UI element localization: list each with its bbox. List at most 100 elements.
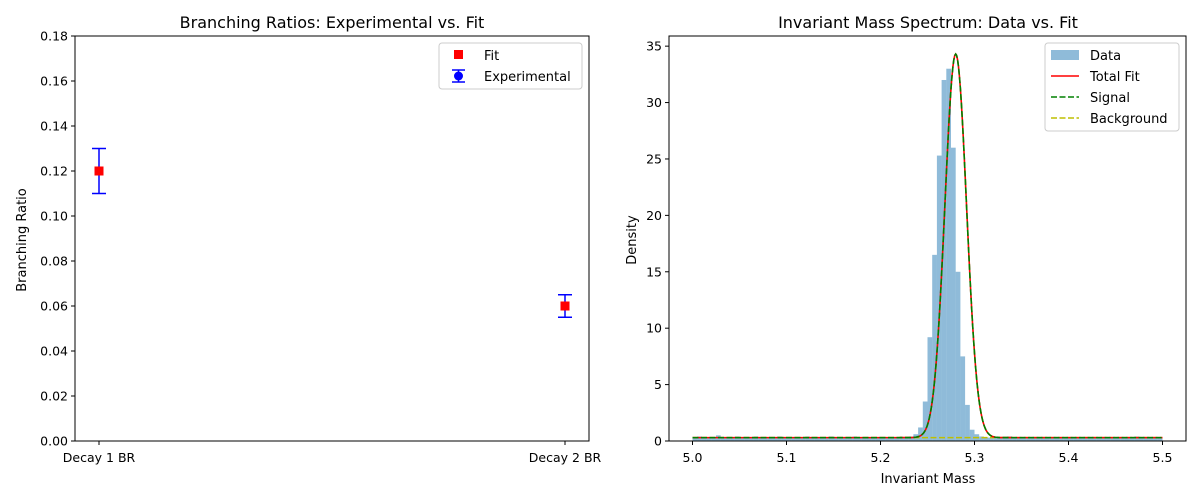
chart2-y-tick-label: 35 [646, 39, 662, 54]
chart1-x-ticks: Decay 1 BR Decay 2 BR [63, 441, 602, 465]
histogram-bar [1124, 437, 1130, 441]
histogram-bar [810, 437, 815, 441]
histogram-bar [763, 437, 768, 441]
chart1-legend: Fit Experimental [438, 42, 583, 90]
histogram-bar [1110, 437, 1116, 441]
histogram-bar [866, 437, 872, 441]
histogram-bar [1139, 437, 1144, 441]
histogram-bar [852, 436, 857, 441]
histogram-bar [1012, 437, 1017, 441]
histogram-bar [692, 437, 698, 441]
chart1-y-tick-label: 0.00 [40, 434, 68, 449]
histogram-bar [800, 437, 806, 441]
histogram-bar [1101, 437, 1107, 441]
legend-experimental-marker [454, 71, 463, 81]
chart1-axes-frame [74, 35, 590, 442]
histogram-bar [791, 437, 796, 441]
chart2-fit-curves [692, 52, 1163, 439]
chart2-axes-frame [668, 35, 1187, 442]
chart1-legend-box [438, 42, 583, 90]
histogram-bar [904, 437, 909, 441]
histogram-bar [701, 437, 707, 441]
histogram-bar [1068, 437, 1074, 441]
histogram-bar [1096, 437, 1102, 441]
histogram-bar [1148, 437, 1154, 441]
legend-signal-label: Signal [1090, 91, 1130, 106]
histogram-bar [842, 437, 848, 441]
histogram-bar [875, 437, 881, 441]
histogram-bar [946, 68, 951, 441]
chart2-y-axis-label: Density [625, 215, 640, 265]
histogram-bar [1049, 437, 1055, 441]
histogram-bar [744, 437, 749, 441]
histogram-bar [932, 254, 937, 441]
histogram-bar [1026, 437, 1031, 441]
histogram-bar [786, 437, 792, 441]
fit-point [560, 301, 570, 311]
chart1-title: Branching Ratios: Experimental vs. Fit [180, 13, 485, 32]
histogram-bar [1092, 437, 1097, 441]
histogram-bar [1153, 437, 1158, 441]
histogram-bar [753, 436, 759, 441]
histogram-bar [838, 437, 843, 441]
chart2-x-tick-label: 5.4 [1059, 450, 1079, 465]
signal-curve [692, 52, 1163, 439]
histogram-bar [927, 337, 933, 441]
chart1-y-ticks: 0.00 0.02 0.04 0.06 0.08 0.10 0.12 0.14 0.16 0.18 [40, 29, 75, 449]
chart2-x-ticks: 5.0 5.1 5.2 5.3 5.4 5.5 [683, 441, 1173, 465]
chart2-legend-box [1044, 42, 1180, 132]
histogram-bar [960, 356, 966, 441]
histogram-bar [1007, 436, 1013, 441]
chart2-y-ticks: 0 5 10 15 20 25 30 35 [646, 39, 669, 449]
histogram-bar [824, 437, 829, 441]
histogram-bar [777, 436, 782, 441]
histogram-bar [1054, 437, 1060, 441]
histogram-bar [1059, 437, 1064, 441]
histogram-bar [918, 427, 923, 441]
histogram-bar [1106, 437, 1111, 441]
histogram-bar [993, 437, 998, 441]
chart2-y-tick-label: 25 [646, 151, 662, 166]
histogram-bar [805, 436, 810, 441]
histogram-bar [899, 437, 904, 441]
histogram-bar [1045, 437, 1050, 441]
legend-experimental-label: Experimental [484, 70, 571, 85]
histogram-bar [885, 437, 890, 441]
chart2-y-tick-label: 30 [646, 95, 662, 110]
chart1-y-tick-label: 0.18 [40, 29, 68, 44]
chart2-y-tick-label: 0 [654, 434, 662, 449]
chart2-y-tick-label: 10 [646, 321, 662, 336]
chart2-x-tick-label: 5.5 [1153, 450, 1173, 465]
chart1-y-tick-label: 0.04 [40, 344, 68, 359]
histogram-bar [730, 437, 735, 441]
histogram-bar [1082, 437, 1088, 441]
histogram-bar [889, 437, 895, 441]
histogram-bar [767, 437, 773, 441]
histogram-bar [725, 437, 731, 441]
histogram-bar [951, 147, 956, 441]
histogram-bar [857, 437, 862, 441]
histogram-bar [781, 437, 787, 441]
histogram-bar [758, 437, 763, 441]
chart1-y-tick-label: 0.06 [40, 299, 68, 314]
legend-data-patch [1051, 50, 1079, 60]
fit-point [94, 166, 104, 176]
histogram-bar [998, 437, 1003, 441]
invariant-mass-chart: Invariant Mass Spectrum: Data vs. Fit In… [625, 13, 1187, 487]
histogram-bar [861, 437, 867, 441]
histogram-bar [1021, 437, 1027, 441]
histogram-bar [1087, 437, 1092, 441]
histogram-bar [795, 437, 801, 441]
histogram-bar [697, 436, 702, 441]
legend-total-fit-label: Total Fit [1089, 70, 1140, 85]
chart2-x-axis-label: Invariant Mass [881, 472, 976, 487]
chart2-legend: Data Total Fit Signal Background [1044, 42, 1180, 132]
histogram-bar [955, 271, 961, 441]
chart1-y-tick-label: 0.08 [40, 254, 68, 269]
histogram-bar [847, 437, 853, 441]
chart2-y-tick-label: 15 [646, 264, 662, 279]
chart1-y-tick-label: 0.16 [40, 74, 68, 89]
histogram-bar [1002, 437, 1008, 441]
